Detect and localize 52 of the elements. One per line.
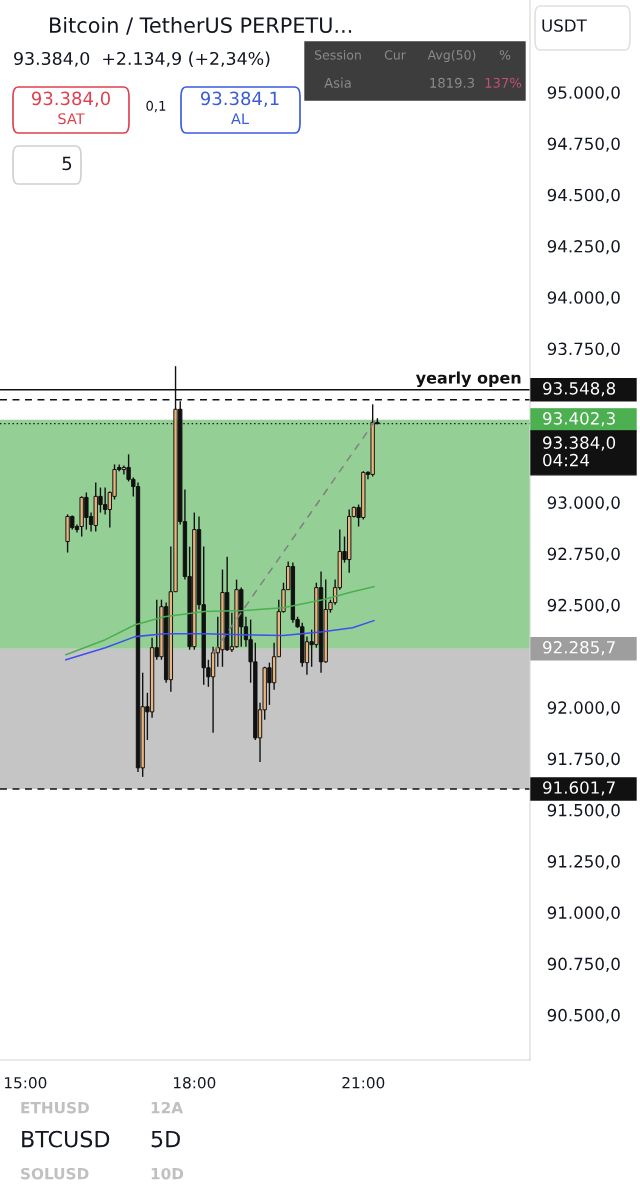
y-tick-label: 93.000,0: [547, 496, 620, 511]
annotation: Avg(50): [427, 49, 476, 63]
candlestick: [121, 464, 127, 476]
y-tick-label: 92.750,0: [547, 547, 620, 562]
x-tick-label: 21:00: [342, 1076, 385, 1089]
band-label: 93.402,3: [543, 412, 615, 427]
annotation: Cur: [384, 50, 406, 60]
annotation: 93.384,0: [31, 91, 110, 108]
y-tick-label: 91.000,0: [547, 906, 620, 921]
y-tick-label: 91.250,0: [547, 855, 620, 870]
band-label: 92.285,7: [543, 641, 615, 656]
candlestick: [102, 486, 108, 516]
x-tick-label: 18:00: [173, 1076, 216, 1089]
annotation: yearly open: [415, 371, 521, 388]
text: 5D: [151, 1130, 180, 1148]
line-series: [65, 585, 375, 656]
y-tick-label: 94.000,0: [547, 291, 620, 306]
text: SOLUSD: [21, 1167, 89, 1180]
y-tick-label: 90.500,0: [547, 1008, 620, 1024]
annotation: %: [499, 50, 511, 60]
annotation: 1819.3: [430, 77, 475, 88]
x-tick-label: 15:00: [5, 1076, 47, 1089]
text: ETHUSD: [21, 1101, 89, 1114]
y-tick-label: 94.750,0: [547, 137, 620, 152]
annotation: Session: [314, 49, 361, 60]
annotation: AL: [231, 113, 249, 125]
text: 93.384,0 +2.134,9 (+2,34%): [14, 51, 270, 68]
annotation: 93.384,1: [200, 91, 279, 108]
ref-line-label: 93.548,8: [543, 382, 616, 397]
annotation: 137%: [485, 77, 522, 88]
y-tick-label: 91.750,0: [547, 752, 620, 767]
ref-line-label: 91.601,7: [543, 781, 615, 796]
text: 10D: [151, 1167, 184, 1180]
text: USDT: [542, 19, 587, 32]
y-tick-label: 90.750,0: [547, 957, 620, 972]
y-tick-label: 94.250,0: [547, 240, 620, 255]
annotation: Asia: [324, 77, 351, 88]
y-tick-label: 92.500,0: [547, 598, 620, 614]
text: Bitcoin / TetherUS PERPETU...: [50, 16, 352, 35]
y-tick-label: 94.500,0: [547, 188, 620, 204]
y-tick-label: 95.000,0: [547, 86, 620, 101]
annotation: 0,1: [146, 100, 166, 113]
annotation: SAT: [58, 113, 85, 125]
text: 12A: [151, 1101, 184, 1114]
line-series: [65, 619, 375, 661]
text: BTCUSD: [22, 1130, 110, 1148]
y-tick-label: 91.500,0: [547, 803, 620, 819]
candlestick: [210, 645, 216, 734]
y-tick-label: 92.000,0: [547, 701, 620, 716]
ref-line-label: 93.384,0 04:24: [543, 436, 616, 467]
y-tick-label: 93.750,0: [547, 342, 620, 357]
annotation: 5: [62, 156, 72, 171]
